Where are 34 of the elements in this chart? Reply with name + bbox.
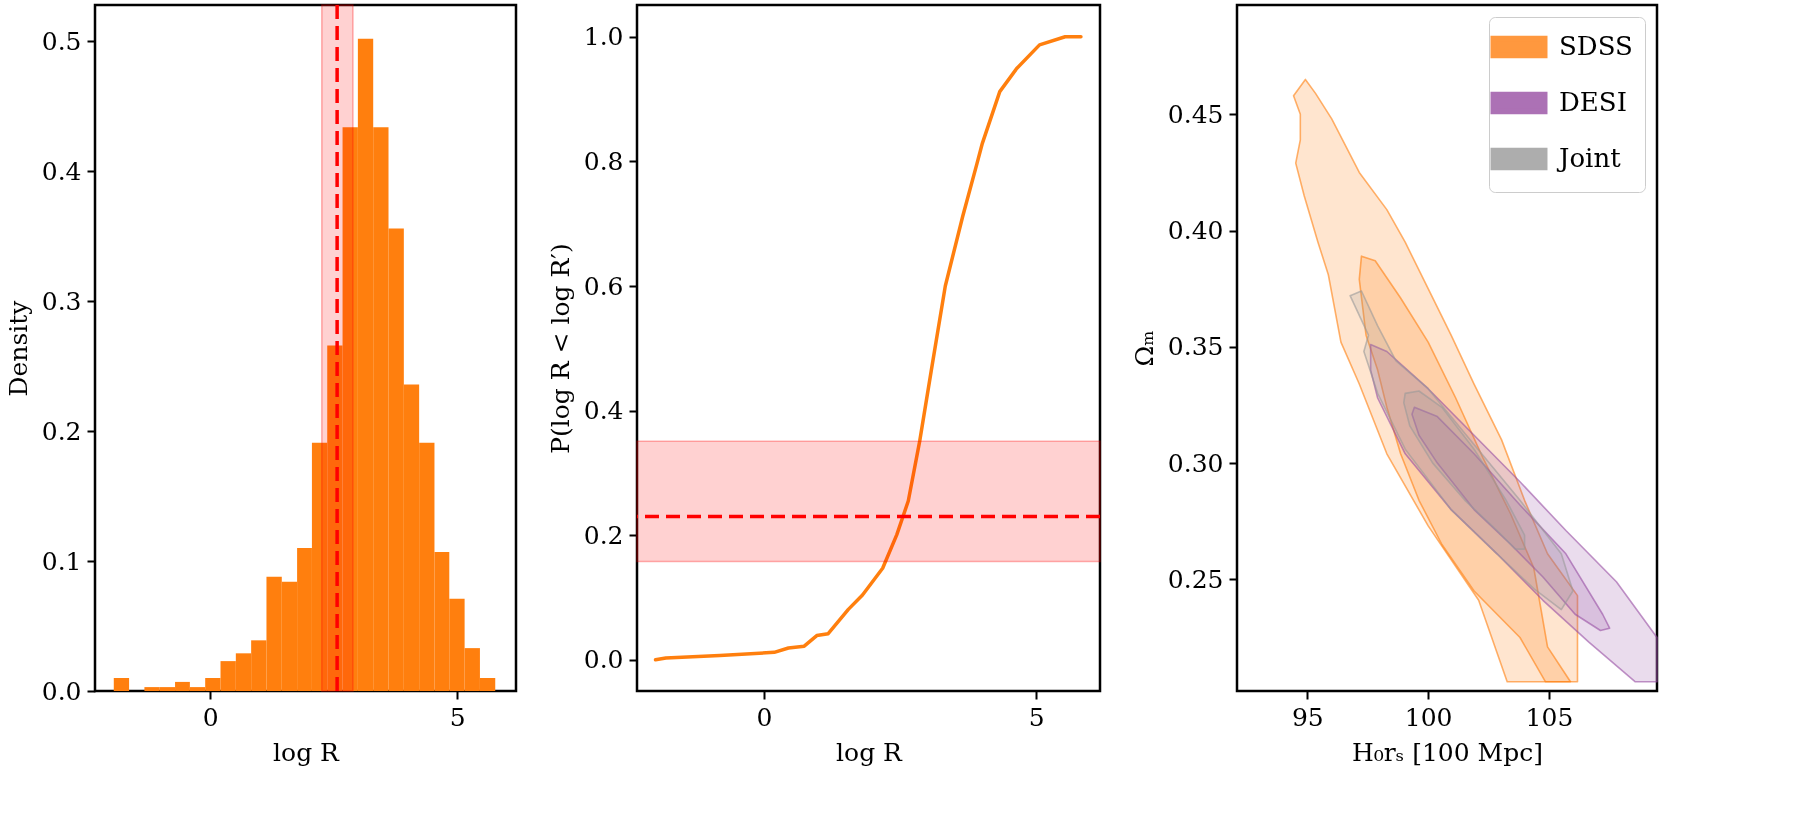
x-axis-title: H₀rₛ [100 Mpc] (1352, 737, 1543, 767)
y-tick-label: 0.5 (41, 26, 82, 56)
y-axis-title: P(log R < log R′) (545, 243, 575, 454)
y-tick-label: 0.4 (41, 156, 82, 186)
y-tick-label: 0.45 (1167, 99, 1224, 129)
line-series (653, 35, 1083, 662)
x-tick-label: 105 (1525, 702, 1574, 732)
x-tick-label: 0 (202, 702, 219, 732)
x-tick-label: 5 (449, 702, 466, 732)
legend-label: Joint (1556, 143, 1622, 173)
x-tick-label: 95 (1291, 702, 1324, 732)
y-axis-title: Density (3, 299, 33, 397)
y-tick-label: 0.6 (583, 271, 624, 301)
y-tick-label: 0.1 (41, 546, 82, 576)
y-tick-label: 0.8 (583, 146, 624, 176)
x-axis-title: log R (836, 737, 904, 767)
y-axis-title: Ωₘ (1129, 330, 1159, 367)
y-tick-label: 0.25 (1167, 564, 1224, 594)
y-tick-label: 0.35 (1167, 332, 1224, 362)
legend-label: DESI (1559, 87, 1627, 117)
y-tick-label: 1.0 (583, 22, 624, 52)
y-tick-label: 0.2 (41, 416, 82, 446)
x-tick-label: 0 (756, 702, 773, 732)
x-axis-title: log R (273, 737, 341, 767)
x-tick-label: 5 (1028, 702, 1045, 732)
y-tick-label: 0.30 (1167, 448, 1224, 478)
y-tick-label: 0.40 (1167, 216, 1224, 246)
y-tick-label: 0.2 (583, 520, 624, 550)
y-tick-label: 0.0 (41, 676, 82, 706)
y-tick-label: 0.0 (583, 645, 624, 675)
y-tick-label: 0.3 (41, 286, 82, 316)
legend-label: SDSS (1559, 31, 1633, 61)
y-tick-label: 0.4 (583, 396, 624, 426)
x-tick-label: 100 (1404, 702, 1453, 732)
